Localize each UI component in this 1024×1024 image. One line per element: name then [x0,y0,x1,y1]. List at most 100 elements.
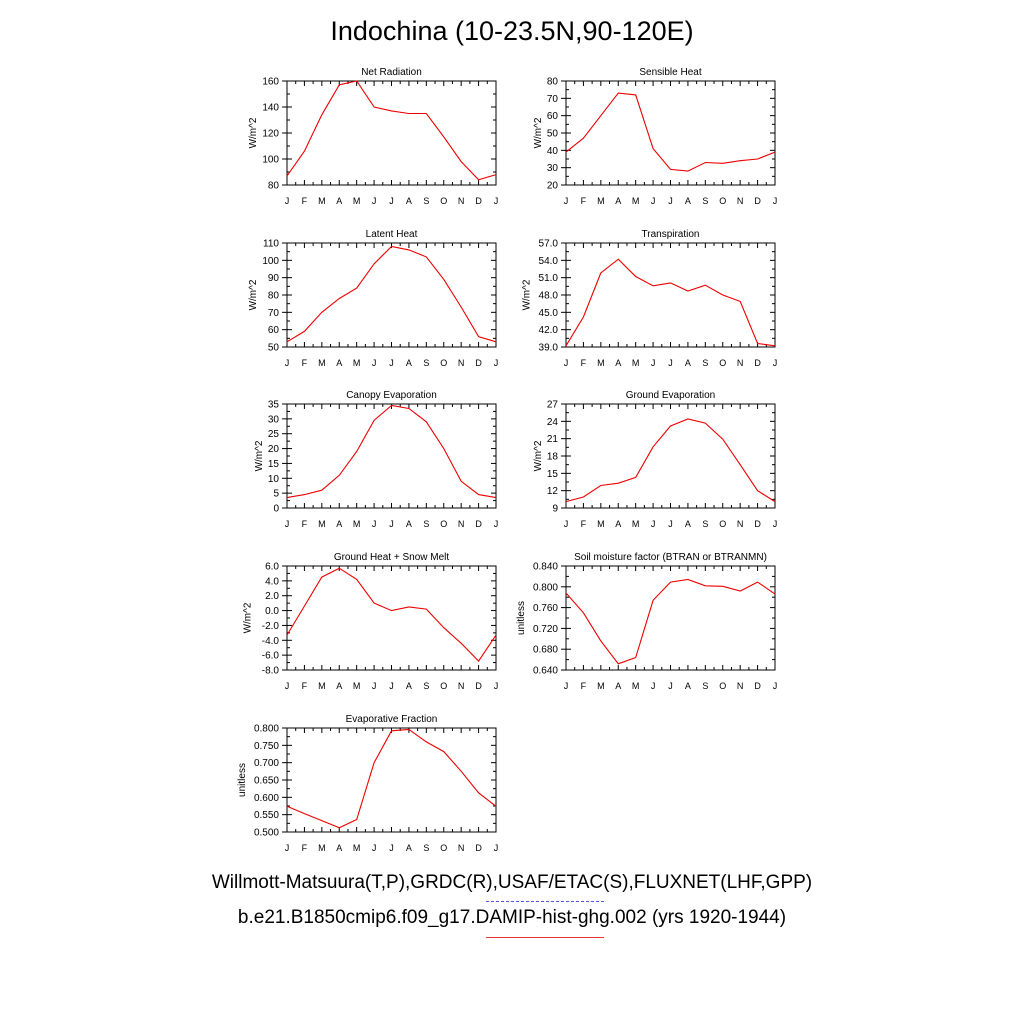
y-tick-label: -4.0 [262,636,280,647]
x-tick-label: M [597,681,605,691]
plot-frame [286,565,497,671]
panel-title: Sensible Heat [639,67,701,78]
x-tick-label: F [302,358,308,368]
y-axis-label: W/m^2 [248,279,259,310]
x-tick-label: O [440,843,447,853]
y-tick-label: 0.500 [254,828,279,839]
y-tick-label: 25 [268,429,280,440]
x-tick-label: A [615,681,621,691]
panel-title: Evaporative Fraction [346,714,438,725]
y-tick-label: 15 [547,469,559,480]
y-tick-label: 24 [547,417,559,428]
x-tick-label: N [737,681,744,691]
y-tick-label: 140 [262,103,279,114]
x-tick-label: F [581,196,587,206]
x-tick-label: J [285,196,290,206]
y-tick-label: 100 [262,155,279,166]
series-line-model [286,245,497,343]
x-tick-label: F [581,519,587,529]
series-line-model [565,418,776,503]
x-tick-label: N [737,358,744,368]
y-tick-label: 35 [268,400,280,411]
x-tick-label: J [651,681,656,691]
x-tick-label: J [668,681,673,691]
series-line-model [286,567,497,662]
x-tick-label: J [564,196,569,206]
x-tick-label: F [302,681,308,691]
panel-title: Soil moisture factor (BTRAN or BTRANMN) [574,552,767,563]
x-tick-label: A [336,196,342,206]
x-tick-label: S [423,843,429,853]
x-tick-label: J [372,196,377,206]
y-tick-label: 80 [268,181,280,192]
x-tick-label: M [353,519,361,529]
y-tick-label: 51.0 [539,273,559,284]
y-tick-label: 50 [268,343,280,354]
x-tick-label: J [372,843,377,853]
plot-frame [565,403,776,509]
y-tick-label: 20 [268,444,280,455]
x-tick-label: A [406,681,412,691]
x-tick-label: J [285,681,290,691]
x-tick-label: M [318,681,326,691]
y-axis-label: W/m^2 [243,602,254,633]
y-axis-label: W/m^2 [533,117,544,148]
x-tick-label: J [668,196,673,206]
x-tick-label: D [475,681,482,691]
x-tick-label: J [389,681,394,691]
y-axis-label: unitless [516,601,527,635]
x-tick-label: S [423,196,429,206]
x-tick-label: A [336,843,342,853]
y-tick-label: 110 [263,239,279,250]
x-tick-label: A [685,358,691,368]
x-tick-label: A [406,358,412,368]
x-tick-label: M [353,843,361,853]
x-tick-label: D [754,358,761,368]
plot-frame [286,727,497,833]
x-tick-label: J [494,519,499,529]
legend-model-line [486,937,604,938]
x-tick-label: N [737,519,744,529]
y-tick-label: 42.0 [539,325,559,336]
x-tick-label: F [302,519,308,529]
x-tick-label: M [632,519,640,529]
y-tick-label: 0.750 [254,741,279,752]
y-tick-label: 20 [547,181,559,192]
x-tick-label: N [458,196,465,206]
x-tick-label: J [773,358,778,368]
y-tick-label: 9 [552,504,558,515]
y-tick-label: 60 [547,111,559,122]
caption-observations: Willmott-Matsuura(T,P),GRDC(R),USAF/ETAC… [211,872,813,893]
y-tick-label: 160 [262,77,279,88]
panel-title: Ground Evaporation [626,390,716,401]
x-tick-label: M [318,843,326,853]
series-line-model [565,258,776,347]
y-tick-label: 0.600 [254,793,279,804]
y-tick-label: 0.0 [265,606,279,617]
x-tick-label: S [702,681,708,691]
y-tick-label: 5 [273,489,279,500]
y-tick-label: 30 [547,163,559,174]
y-axis-label: unitless [237,763,248,797]
y-tick-label: -2.0 [262,621,280,632]
x-tick-label: J [773,196,778,206]
series-line-model [565,578,776,665]
y-tick-label: 57.0 [539,239,559,250]
x-tick-label: A [406,843,412,853]
plot-frame [565,242,776,348]
panel-title: Net Radiation [361,67,422,78]
x-tick-label: O [719,681,726,691]
x-tick-label: J [494,843,499,853]
x-tick-label: D [754,681,761,691]
x-tick-label: J [285,358,290,368]
x-tick-label: A [685,681,691,691]
x-tick-label: M [597,519,605,529]
panel-title: Latent Heat [366,229,418,240]
y-tick-label: 70 [547,94,559,105]
y-tick-label: 27 [547,400,559,411]
x-tick-label: J [372,358,377,368]
x-tick-label: J [773,681,778,691]
